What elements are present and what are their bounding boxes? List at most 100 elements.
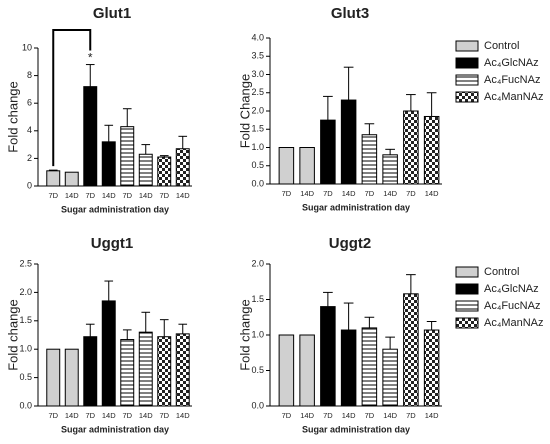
- y-tick-label: 1.0: [251, 329, 264, 339]
- x-tick-label: 7D: [365, 411, 375, 420]
- bar: [175, 333, 190, 407]
- legend-label: Ac₄GlcNAz: [484, 283, 539, 295]
- bar: [83, 86, 98, 187]
- legend-swatch: [455, 91, 479, 103]
- significance-bracket: [52, 29, 92, 167]
- x-tick-label: 14D: [342, 411, 356, 420]
- bar: [361, 134, 378, 185]
- x-tick-label: 7D: [85, 411, 95, 420]
- chart-title: Glut3: [331, 5, 369, 22]
- x-tick-label: 14D: [425, 189, 439, 198]
- x-tick-label: 14D: [176, 411, 190, 420]
- x-axis-label: Sugar administration day: [61, 424, 169, 434]
- bar: [175, 148, 190, 187]
- bar: [120, 339, 135, 407]
- y-axis-label: Fold change: [237, 299, 252, 371]
- x-tick-label: 7D: [159, 191, 169, 200]
- y-tick-label: 0: [27, 180, 32, 190]
- y-tick-label: 2.0: [251, 105, 264, 115]
- legend-label: Ac₄FucNAz: [484, 300, 540, 312]
- y-tick-label: 3.0: [251, 69, 264, 79]
- y-tick-label: 10: [22, 42, 32, 52]
- chart-title: Glut1: [93, 5, 131, 22]
- y-tick-label: 2.5: [19, 258, 32, 268]
- bar: [46, 170, 61, 187]
- y-tick-label: 0.5: [19, 372, 32, 382]
- bar: [278, 147, 295, 185]
- legend-swatch: [455, 57, 479, 69]
- bar: [340, 329, 357, 407]
- legend-label: Ac₄FucNAz: [484, 74, 540, 86]
- bar: [423, 329, 440, 407]
- x-tick-label: 7D: [282, 411, 292, 420]
- bar: [340, 99, 357, 185]
- y-tick-label: 3.5: [251, 51, 264, 61]
- legend-swatch: [455, 317, 479, 329]
- legend-label: Ac₄ManNAz: [484, 317, 544, 329]
- bar: [157, 336, 172, 407]
- x-tick-label: 7D: [159, 411, 169, 420]
- x-tick-label: 7D: [406, 411, 416, 420]
- x-tick-label: 7D: [365, 189, 375, 198]
- bar: [403, 293, 419, 407]
- bar: [46, 348, 61, 407]
- y-tick-label: 2.5: [251, 87, 264, 97]
- y-tick-label: 2.0: [251, 258, 264, 268]
- bar: [423, 115, 440, 185]
- bar: [382, 348, 398, 407]
- x-tick-label: 7D: [323, 189, 333, 198]
- x-tick-label: 14D: [139, 411, 153, 420]
- x-axis-label: Sugar administration day: [302, 424, 410, 434]
- bar: [157, 156, 172, 187]
- chart-title: Uggt1: [91, 235, 134, 252]
- y-axis-label: Fold change: [5, 81, 20, 153]
- bar: [299, 147, 315, 185]
- chart-title: Uggt2: [329, 235, 372, 252]
- y-tick-label: 2: [27, 153, 32, 163]
- y-tick-label: 1.5: [19, 315, 32, 325]
- x-tick-label: 7D: [406, 189, 416, 198]
- y-tick-label: 0.0: [19, 400, 32, 410]
- bar: [278, 334, 295, 407]
- bar: [299, 334, 315, 407]
- y-tick-label: 1.0: [19, 344, 32, 354]
- x-tick-label: 7D: [323, 411, 333, 420]
- y-tick-label: 0.0: [251, 178, 264, 188]
- y-tick-label: 2.0: [19, 287, 32, 297]
- x-tick-label: 14D: [383, 189, 397, 198]
- x-tick-label: 14D: [300, 411, 314, 420]
- y-tick-label: 4.0: [251, 32, 264, 42]
- x-tick-label: 7D: [48, 191, 58, 200]
- x-tick-label: 7D: [48, 411, 58, 420]
- x-tick-label: 14D: [65, 411, 79, 420]
- y-tick-label: 6: [27, 98, 32, 108]
- legend-label: Ac₄ManNAz: [484, 91, 544, 103]
- legend-label: Ac₄GlcNAz: [484, 57, 539, 69]
- y-axis-label: Fold Change: [237, 74, 252, 148]
- x-tick-label: 14D: [342, 189, 356, 198]
- y-tick-label: 1.0: [251, 142, 264, 152]
- x-tick-label: 7D: [282, 189, 292, 198]
- bar: [403, 110, 419, 185]
- y-tick-label: 4: [27, 125, 32, 135]
- bar: [83, 336, 98, 407]
- bar: [320, 119, 336, 185]
- annotation: *: [88, 51, 93, 65]
- y-tick-label: 0.0: [251, 400, 264, 410]
- legend-swatch: [455, 266, 479, 278]
- bar: [64, 348, 79, 407]
- x-tick-label: 7D: [122, 191, 132, 200]
- bar: [382, 154, 398, 185]
- x-tick-label: 14D: [102, 191, 116, 200]
- x-tick-label: 7D: [85, 191, 95, 200]
- x-tick-label: 14D: [102, 411, 116, 420]
- x-tick-label: 14D: [383, 411, 397, 420]
- y-axis-label: Fold change: [5, 299, 20, 371]
- bar: [120, 126, 135, 187]
- legend-swatch: [455, 300, 479, 312]
- legend-label: Control: [484, 266, 519, 278]
- x-tick-label: 7D: [122, 411, 132, 420]
- x-tick-label: 14D: [300, 189, 314, 198]
- legend-swatch: [455, 283, 479, 295]
